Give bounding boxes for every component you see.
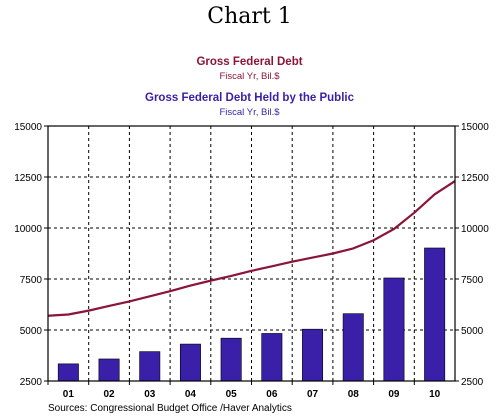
x-tick-label: 10 [429, 389, 441, 400]
page-title: Chart 1 [207, 4, 292, 29]
bar [179, 343, 201, 382]
y-tick-label-right: 2500 [461, 377, 484, 388]
y-tick-label-left: 2500 [20, 377, 43, 388]
bar [220, 337, 242, 382]
y-tick-label-right: 10000 [461, 224, 489, 235]
bar [302, 328, 324, 382]
y-tick-label-right: 7500 [461, 275, 484, 286]
y-tick-label-left: 5000 [20, 326, 43, 337]
x-tick-label: 02 [103, 389, 115, 400]
x-tick-label: 01 [63, 389, 75, 400]
bar [139, 351, 161, 382]
x-tick-label: 03 [144, 389, 156, 400]
bar [57, 363, 79, 382]
source-note: Sources: Congressional Budget Office /Ha… [48, 403, 292, 414]
legend-public-debt-title: Gross Federal Debt Held by the Public [145, 92, 354, 104]
y-tick-label-left: 15000 [14, 122, 42, 133]
gross-debt-line [47, 180, 456, 317]
y-tick-label-right: 5000 [461, 326, 484, 337]
y-tick-label-left: 12500 [14, 173, 42, 184]
y-tick-label-right: 12500 [461, 173, 489, 184]
bar [261, 333, 283, 382]
legend-gross-debt-title: Gross Federal Debt [196, 56, 303, 68]
bar [424, 247, 446, 382]
x-tick-label: 06 [266, 389, 278, 400]
y-tick-label-left: 10000 [14, 224, 42, 235]
bar [383, 277, 405, 382]
y-tick-label-right: 15000 [461, 122, 489, 133]
bar [342, 313, 364, 382]
x-tick-label: 04 [185, 389, 197, 400]
x-tick-label: 05 [226, 389, 238, 400]
legend-gross-debt-unit: Fiscal Yr, Bil.$ [219, 71, 280, 82]
x-tick-label: 07 [307, 389, 319, 400]
legend-public-debt-unit: Fiscal Yr, Bil.$ [219, 107, 280, 118]
x-tick-label: 09 [388, 389, 400, 400]
y-tick-label-left: 7500 [20, 275, 43, 286]
bar [98, 358, 120, 382]
x-tick-label: 08 [348, 389, 360, 400]
